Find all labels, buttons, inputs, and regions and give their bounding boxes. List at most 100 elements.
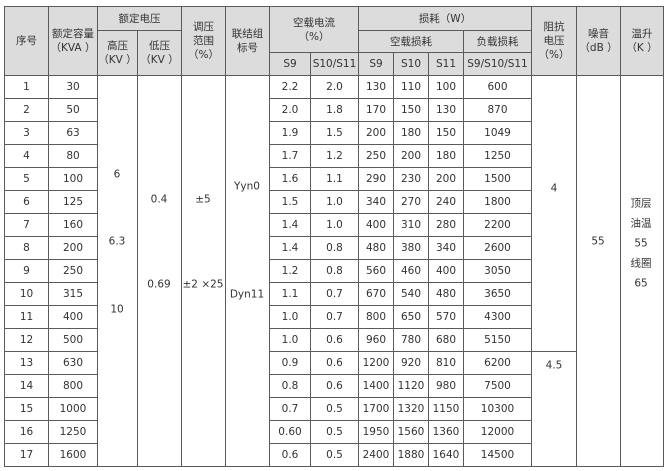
cell-noload-loss-s11: 1360 <box>428 420 464 444</box>
header-impedance-label: 阻抗电压 <box>543 21 565 47</box>
cell-load-loss: 5150 <box>462 328 533 352</box>
cell-capacity: 500 <box>48 328 98 352</box>
cell-noload-loss-s10: 780 <box>393 328 429 352</box>
noise-value: 55 <box>591 235 605 248</box>
cell-capacity: 315 <box>48 282 98 306</box>
merged-impedance-cell <box>531 351 578 467</box>
table-row: 6 125 1.5 1.0 340 270 240 1800 <box>4 190 664 214</box>
cell-current-s10-s11: 1.2 <box>310 144 359 168</box>
cell-no: 9 <box>4 259 49 283</box>
cell-noload-loss-s11: 1640 <box>428 443 464 467</box>
cell-no: 12 <box>4 328 49 352</box>
header-noload-loss-s10: S10 <box>393 52 429 76</box>
merged-vector-group-cell <box>225 75 270 467</box>
cell-noload-loss-s10: 380 <box>393 236 429 260</box>
cell-current-s10-s11: 1.1 <box>310 167 359 191</box>
table-row: 10 315 1.1 0.7 670 540 480 3650 <box>4 282 664 306</box>
cell-noload-loss-s11: 1150 <box>428 397 464 421</box>
cell-noload-loss-s10: 230 <box>393 167 429 191</box>
cell-noload-loss-s10: 110 <box>393 75 429 99</box>
low-voltage-value: 0.69 <box>147 278 171 291</box>
cell-noload-loss-s9: 2400 <box>358 443 394 467</box>
cell-noload-loss-s9: 1400 <box>358 374 394 398</box>
merged-impedance-cell <box>531 75 578 352</box>
cell-no: 5 <box>4 167 49 191</box>
cell-load-loss: 10300 <box>462 397 533 421</box>
cell-load-loss: 1500 <box>462 167 533 191</box>
cell-current-s9: 1.4 <box>269 213 311 237</box>
cell-noload-loss-s11: 340 <box>428 236 464 260</box>
merged-temp-rise-cell <box>620 75 665 467</box>
tap-range-value: ±2 ×25 <box>182 278 224 291</box>
header-noise: 噪音 （dB ） <box>576 6 622 76</box>
cell-current-s10-s11: 0.5 <box>310 397 359 421</box>
temp-rise-text: 油温 <box>630 217 652 230</box>
table-row: 15 1000 0.7 0.5 1700 1320 1150 10300 <box>4 397 664 421</box>
cell-noload-loss-s11: 980 <box>428 374 464 398</box>
header-capacity-label: 额定容量 <box>52 28 94 40</box>
cell-load-loss: 4300 <box>462 305 533 329</box>
cell-current-s10-s11: 0.8 <box>310 236 359 260</box>
cell-noload-loss-s9: 960 <box>358 328 394 352</box>
cell-current-s10-s11: 0.6 <box>310 328 359 352</box>
header-noload-loss: 空载损耗 <box>358 30 464 53</box>
cell-capacity: 400 <box>48 305 98 329</box>
table-row: 7 160 1.4 1.0 400 310 280 2200 <box>4 213 664 237</box>
cell-capacity: 80 <box>48 144 98 168</box>
header-impedance: 阻抗电压 （%） <box>531 6 578 76</box>
header-capacity-unit: （KVA ） <box>50 42 96 54</box>
cell-noload-loss-s11: 400 <box>428 259 464 283</box>
cell-capacity: 50 <box>48 98 98 122</box>
header-no: 序号 <box>4 6 49 76</box>
cell-current-s9: 1.5 <box>269 190 311 214</box>
cell-no: 17 <box>4 443 49 467</box>
table-row: 13 630 0.9 0.6 1200 920 810 6200 <box>4 351 664 467</box>
header-vector-group: 联结组标号 <box>225 6 270 76</box>
header-vector-group-label: 联结组标号 <box>231 28 264 54</box>
cell-capacity: 100 <box>48 167 98 191</box>
cell-noload-loss-s10: 270 <box>393 190 429 214</box>
cell-no: 11 <box>4 305 49 329</box>
cell-noload-loss-s10: 920 <box>393 351 429 375</box>
cell-noload-loss-s9: 340 <box>358 190 394 214</box>
cell-load-loss: 3050 <box>462 259 533 283</box>
cell-noload-loss-s10: 180 <box>393 121 429 145</box>
temp-rise-text: 65 <box>634 277 648 290</box>
header-tap-range: 调压范围 （%） <box>181 6 226 76</box>
table-row: 8 200 1.4 0.8 480 380 340 2600 <box>4 236 664 260</box>
cell-capacity: 630 <box>48 351 98 375</box>
cell-current-s9: 0.7 <box>269 397 311 421</box>
cell-current-s9: 1.1 <box>269 282 311 306</box>
cell-current-s10-s11: 1.0 <box>310 213 359 237</box>
cell-noload-loss-s10: 200 <box>393 144 429 168</box>
header-noload-current: 空载电流 （%） <box>269 6 359 53</box>
high-voltage-value: 10 <box>110 303 124 316</box>
cell-current-s10-s11: 0.5 <box>310 443 359 467</box>
cell-noload-loss-s10: 1320 <box>393 397 429 421</box>
cell-noload-loss-s11: 130 <box>428 98 464 122</box>
header-rated-voltage: 额定电压 <box>97 6 182 31</box>
merged-noise-cell <box>576 75 622 467</box>
cell-capacity: 30 <box>48 75 98 99</box>
header-current-s10-s11: S10/S11 <box>310 52 359 76</box>
cell-current-s9: 1.0 <box>269 328 311 352</box>
impedance-value: 4.5 <box>545 359 563 372</box>
cell-load-loss: 600 <box>462 75 533 99</box>
header-noload-loss-s9: S9 <box>358 52 394 76</box>
header-noload-loss-s11: S11 <box>428 52 464 76</box>
high-voltage-value: 6 <box>113 168 121 181</box>
cell-current-s10-s11: 0.6 <box>310 351 359 375</box>
cell-noload-loss-s10: 1560 <box>393 420 429 444</box>
cell-current-s9: 0.6 <box>269 443 311 467</box>
cell-noload-loss-s9: 800 <box>358 305 394 329</box>
cell-load-loss: 1049 <box>462 121 533 145</box>
cell-capacity: 1600 <box>48 443 98 467</box>
table-row: 12 500 1.0 0.6 960 780 680 5150 <box>4 328 664 352</box>
merged-high-voltage-cell <box>97 75 138 467</box>
cell-noload-loss-s11: 200 <box>428 167 464 191</box>
cell-noload-loss-s10: 1880 <box>393 443 429 467</box>
cell-current-s10-s11: 0.5 <box>310 420 359 444</box>
header-load-loss: 负载损耗 <box>462 30 533 53</box>
header-low-voltage: 低压 （KV ） <box>137 30 182 76</box>
cell-load-loss: 2200 <box>462 213 533 237</box>
